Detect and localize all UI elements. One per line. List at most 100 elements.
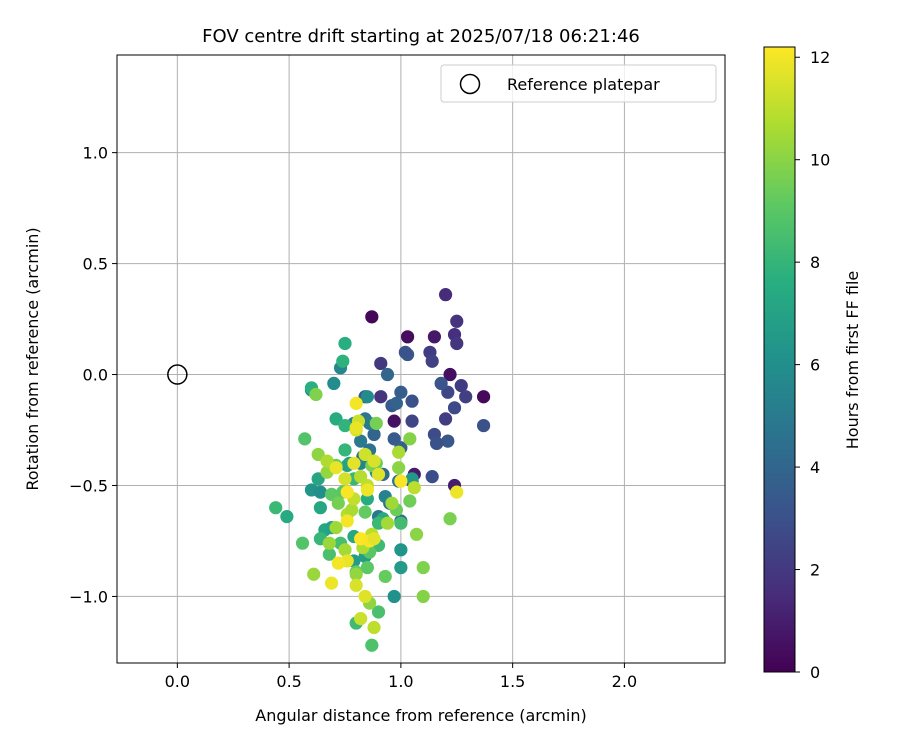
- data-point: [313, 501, 328, 515]
- data-point: [400, 330, 415, 344]
- legend-marker: [459, 73, 481, 95]
- data-point: [327, 376, 341, 391]
- data-point: [476, 390, 491, 404]
- data-point: [447, 401, 462, 415]
- colorbar-tick-label: 0: [810, 663, 820, 682]
- colorbar-tick-label: 12: [810, 48, 830, 67]
- data-point: [360, 560, 374, 575]
- data-point: [349, 567, 363, 581]
- data-point: [365, 310, 379, 324]
- data-point: [398, 345, 412, 359]
- data-point: [367, 427, 381, 442]
- data-point: [416, 560, 430, 575]
- data-point: [405, 414, 419, 428]
- data-point: [380, 367, 395, 382]
- colorbar-tick-label: 6: [810, 356, 820, 375]
- data-point: [403, 432, 417, 446]
- grid-x: [176, 55, 625, 663]
- data-point: [387, 589, 401, 604]
- colorbar-ticks: 0 2 4 6 8 10 12: [795, 48, 830, 682]
- data-point: [369, 416, 383, 430]
- data-point: [309, 387, 323, 402]
- data-point: [450, 314, 464, 328]
- data-point: [367, 620, 381, 635]
- data-point: [371, 467, 386, 481]
- data-point: [416, 589, 430, 604]
- data-point: [425, 354, 439, 368]
- x-tick-label: 0.0: [165, 672, 190, 691]
- data-point: [392, 461, 406, 475]
- y-tick-label: −0.5: [69, 476, 108, 495]
- data-point: [427, 330, 442, 344]
- data-point: [378, 569, 392, 584]
- data-point: [459, 390, 473, 404]
- data-point: [438, 412, 453, 426]
- data-point: [450, 485, 464, 499]
- data-point: [322, 547, 336, 561]
- data-point: [338, 472, 352, 486]
- data-point: [347, 456, 361, 470]
- colorbar-tick-label: 10: [810, 151, 830, 170]
- data-point: [385, 496, 399, 510]
- data-point: [324, 576, 339, 590]
- data-point: [409, 527, 424, 541]
- x-tick-label: 1.0: [388, 672, 413, 691]
- data-point: [371, 605, 386, 619]
- data-point: [360, 483, 374, 497]
- data-point: [322, 536, 336, 550]
- data-point: [367, 532, 381, 546]
- data-point: [338, 418, 352, 433]
- x-tick-label: 1.5: [500, 672, 525, 691]
- data-point: [443, 367, 457, 382]
- data-point: [336, 354, 350, 368]
- data-point: [354, 434, 368, 448]
- data-point: [269, 501, 283, 515]
- data-point: [340, 514, 354, 528]
- data-point: [331, 556, 345, 570]
- data-point: [443, 512, 457, 526]
- legend: Reference platepar: [440, 64, 717, 103]
- data-point: [430, 436, 444, 450]
- data-point: [441, 434, 455, 448]
- data-point: [360, 390, 374, 404]
- data-point: [380, 516, 395, 530]
- data-point: [394, 474, 408, 488]
- colorbar-gradient: [763, 46, 796, 673]
- data-point: [329, 521, 343, 535]
- colorbar-tick-label: 2: [810, 561, 820, 580]
- data-point: [392, 445, 406, 459]
- reference-platepar-marker: [167, 364, 188, 385]
- y-tick-label: −1.0: [69, 587, 108, 606]
- data-point: [405, 394, 419, 408]
- x-tick-label: 2.0: [612, 672, 637, 691]
- data-point: [307, 567, 321, 581]
- colorbar-tick-label: 4: [810, 458, 820, 477]
- plot-frame: [116, 54, 726, 664]
- data-point: [434, 376, 448, 391]
- data-point: [374, 356, 388, 371]
- data-point: [280, 509, 294, 524]
- data-point: [454, 379, 468, 393]
- data-point: [358, 589, 372, 604]
- data-point: [349, 578, 363, 592]
- colorbar: 0 2 4 6 8 10 12 Hours from first FF file: [763, 46, 862, 682]
- colorbar-label: Hours from first FF file: [843, 271, 862, 450]
- x-axis-ticks: 0.0 0.5 1.0 1.5 2.0: [165, 663, 637, 691]
- data-point: [338, 443, 352, 457]
- data-point: [438, 288, 453, 302]
- data-point: [365, 638, 379, 652]
- data-point: [450, 336, 464, 351]
- y-tick-label: 0.5: [83, 255, 108, 274]
- data-point: [298, 432, 312, 446]
- data-point: [394, 560, 408, 575]
- data-point: [387, 414, 401, 428]
- colorbar-tick-label: 8: [810, 253, 820, 272]
- data-point: [349, 396, 363, 410]
- data-point: [313, 485, 328, 499]
- data-point: [331, 496, 345, 510]
- data-point: [354, 612, 368, 626]
- data-point: [345, 503, 359, 517]
- y-axis-label: Rotation from reference (arcmin): [23, 227, 42, 490]
- data-point: [338, 543, 352, 557]
